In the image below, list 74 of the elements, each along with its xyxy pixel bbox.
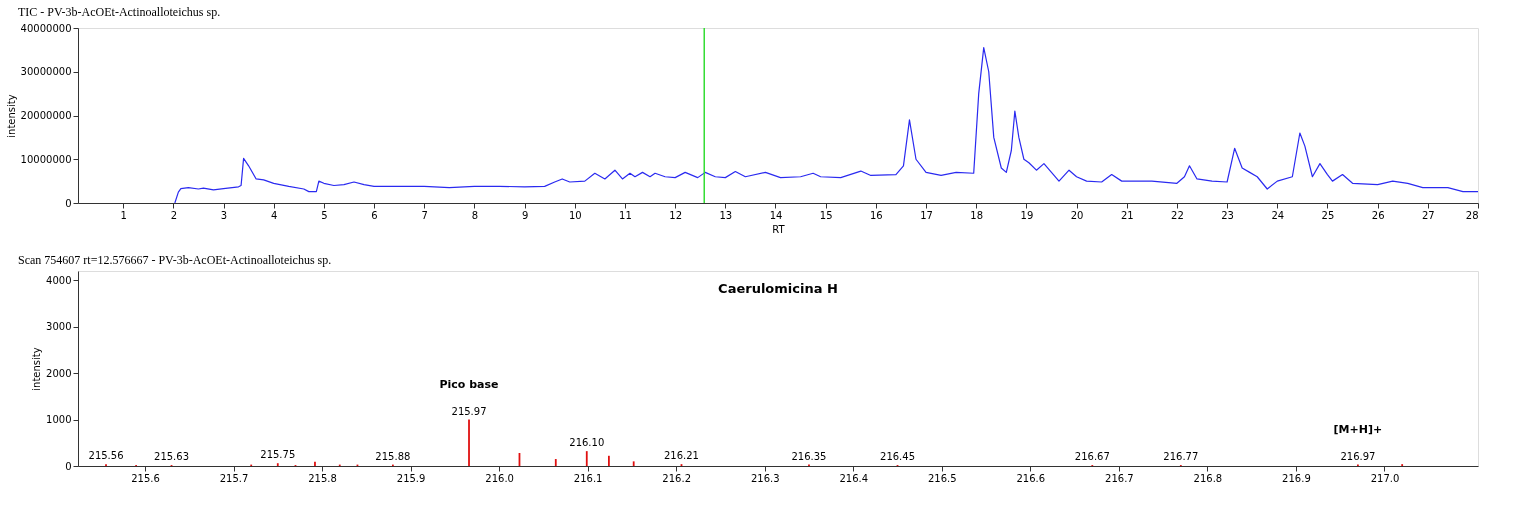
y-tick-label: 0 xyxy=(65,197,72,209)
x-tick-label: 16 xyxy=(869,209,883,221)
x-tick-label: 215.8 xyxy=(308,472,337,484)
y-tick-label: 20000000 xyxy=(20,110,72,121)
annotation: Pico base xyxy=(439,377,499,391)
x-tick-label: 7 xyxy=(421,209,428,221)
x-tick-label: 1 xyxy=(120,209,127,221)
y-tick-label: 10000000 xyxy=(20,153,72,165)
x-tick-label: 216.4 xyxy=(839,472,869,484)
x-tick-label: 18 xyxy=(970,209,984,221)
annotation: 215.88 xyxy=(375,450,411,462)
y-tick-label: 0 xyxy=(65,460,72,472)
x-tick-label: 216.1 xyxy=(573,472,603,484)
y-tick-label: 40000000 xyxy=(20,22,72,34)
annotation: 215.63 xyxy=(154,451,190,463)
x-tick-label: 215.6 xyxy=(131,472,160,484)
x-tick-label: 20 xyxy=(1070,209,1084,221)
x-tick-label: 24 xyxy=(1271,209,1285,221)
x-tick-label: 27 xyxy=(1421,209,1435,221)
x-tick-label: 215.7 xyxy=(219,472,249,484)
x-tick-label: 14 xyxy=(769,209,783,221)
annotation: 215.75 xyxy=(260,449,296,461)
x-tick-label: 12 xyxy=(669,209,682,221)
x-tick-label: 216.2 xyxy=(662,472,692,484)
annotation: Caerulomicina H xyxy=(718,281,838,296)
annotation: [M+H]+ xyxy=(1333,422,1383,436)
x-tick-label: 216.0 xyxy=(485,472,514,484)
annotation: 216.10 xyxy=(569,437,605,449)
y-axis-title: intensity xyxy=(31,347,43,391)
y-tick-label: 30000000 xyxy=(20,66,72,78)
x-tick-label: 23 xyxy=(1221,209,1234,221)
x-tick-label: 215.9 xyxy=(396,472,426,484)
x-tick-label: 4 xyxy=(271,209,278,221)
y-tick-label: 1000 xyxy=(46,414,72,426)
y-tick-label: 2000 xyxy=(46,367,72,379)
x-tick-label: 217.0 xyxy=(1370,472,1400,484)
y-tick-label: 3000 xyxy=(46,321,72,333)
x-tick-label: 8 xyxy=(471,209,479,221)
annotation: 216.97 xyxy=(1340,450,1376,462)
x-tick-label: 17 xyxy=(920,209,933,221)
x-tick-label: 21 xyxy=(1120,209,1134,221)
chart-title: Scan 754607 rt=12.576667 - PV-3b-AcOEt-Actinoalloteichus sp. xyxy=(18,253,332,267)
annotation: 216.35 xyxy=(791,450,827,462)
x-tick-label: 216.8 xyxy=(1193,472,1223,484)
annotation: 216.67 xyxy=(1074,451,1110,463)
x-tick-label: 25 xyxy=(1321,209,1335,221)
x-tick-label: 3 xyxy=(220,209,228,221)
x-tick-label: 216.3 xyxy=(750,472,780,484)
x-tick-label: 216.9 xyxy=(1282,472,1311,484)
line-series xyxy=(174,47,1478,203)
annotation: 215.97 xyxy=(451,405,487,417)
x-tick-label: 216.7 xyxy=(1105,472,1134,484)
annotation: 215.56 xyxy=(88,450,124,462)
x-tick-label: 11 xyxy=(619,209,632,221)
x-tick-label: 6 xyxy=(371,209,378,221)
x-tick-label: 216.5 xyxy=(927,472,957,484)
x-tick-label: 26 xyxy=(1371,209,1385,221)
y-axis-title: intensity xyxy=(5,94,17,138)
x-tick-label: 216.6 xyxy=(1016,472,1046,484)
x-tick-label: 9 xyxy=(521,209,529,221)
x-tick-label: 19 xyxy=(1020,209,1034,221)
x-axis-title: RT xyxy=(772,223,786,235)
x-tick-label: 15 xyxy=(819,209,833,221)
x-tick-label: 13 xyxy=(719,209,733,221)
annotation: 216.77 xyxy=(1163,451,1199,463)
x-tick-label: 5 xyxy=(321,209,328,221)
chart-title: TIC - PV-3b-AcOEt-Actinoalloteichus sp. xyxy=(18,5,221,19)
annotation: 216.21 xyxy=(664,450,699,462)
x-tick-label: 2 xyxy=(170,209,178,221)
x-tick-label: 22 xyxy=(1171,209,1184,221)
x-tick-label: 28 xyxy=(1465,209,1479,221)
x-tick-label: 10 xyxy=(568,209,582,221)
y-tick-label: 4000 xyxy=(46,274,72,286)
annotation: 216.45 xyxy=(880,451,916,463)
